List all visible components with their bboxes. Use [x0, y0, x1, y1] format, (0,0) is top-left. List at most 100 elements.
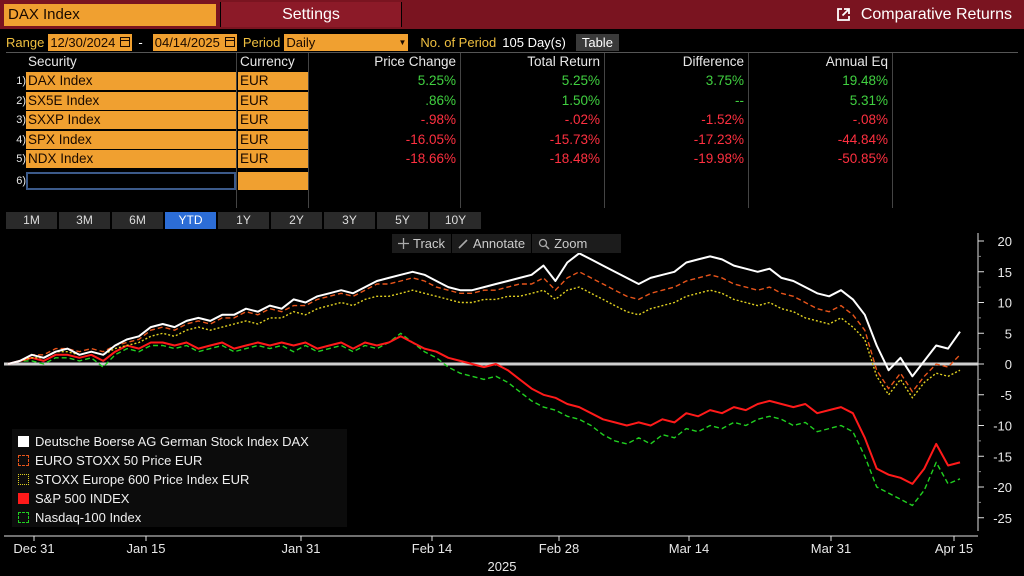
- zoom-label: Zoom: [554, 236, 588, 251]
- series-line: [7, 271, 961, 393]
- difference-value: -19.98%: [693, 151, 744, 166]
- x-tick-label: Feb 28: [539, 541, 579, 556]
- start-date-field[interactable]: 12/30/2024: [48, 33, 133, 51]
- currency-cell[interactable]: [238, 172, 308, 190]
- external-link-icon[interactable]: [836, 7, 851, 22]
- col-price-change[interactable]: Price Change: [374, 54, 456, 69]
- total-return-value: -.02%: [564, 112, 600, 127]
- tab-ytd[interactable]: YTD: [165, 212, 216, 229]
- tab-3m[interactable]: 3M: [59, 212, 110, 229]
- currency-cell[interactable]: EUR: [238, 130, 308, 149]
- legend-swatch: [18, 512, 29, 523]
- table-row[interactable]: 1) DAX Index EUR 5.25% 5.25% 3.75% 19.48%: [6, 72, 1018, 91]
- x-tick-label: Apr 15: [935, 541, 973, 556]
- price-change-value: -16.05%: [405, 131, 456, 147]
- settings-button[interactable]: Settings: [220, 2, 402, 27]
- annotate-label: Annotate: [473, 236, 526, 251]
- currency-cell[interactable]: EUR: [238, 72, 308, 90]
- col-currency[interactable]: Currency: [240, 54, 295, 69]
- calendar-icon[interactable]: [224, 37, 235, 47]
- table-row[interactable]: 3) SXXP Index EUR -.98% -.02% -1.52% -.08%: [6, 111, 1018, 130]
- legend-label: EURO STOXX 50 Price EUR: [35, 453, 203, 468]
- legend-swatch: [18, 493, 29, 504]
- title-bar: DAX Index Settings Comparative Returns: [0, 0, 1024, 29]
- x-tick-label: Feb 14: [412, 541, 452, 556]
- price-change-value: 5.25%: [417, 73, 456, 88]
- legend-item[interactable]: S&P 500 INDEX: [18, 489, 341, 508]
- num-period-label: No. of Period: [420, 34, 497, 50]
- tab-6m[interactable]: 6M: [112, 212, 163, 229]
- annual-eq-value: -.08%: [852, 112, 888, 127]
- series-line: [7, 252, 961, 378]
- start-date-value: 12/30/2024: [50, 34, 116, 50]
- tab-1y[interactable]: 1Y: [218, 212, 269, 229]
- chart-toolbar: Track Annotate Zoom: [392, 234, 621, 253]
- table-row[interactable]: 2) SX5E Index EUR .86% 1.50% -- 5.31%: [6, 91, 1018, 111]
- tab-1m[interactable]: 1M: [6, 212, 57, 229]
- window-title: Comparative Returns: [836, 2, 1012, 27]
- legend-label: Deutsche Boerse AG German Stock Index DA…: [35, 434, 309, 449]
- end-date-field[interactable]: 04/14/2025: [152, 33, 237, 51]
- currency-cell[interactable]: EUR: [238, 111, 308, 129]
- legend-label: Nasdaq-100 Index: [35, 510, 142, 525]
- annual-eq-value: -50.85%: [837, 151, 888, 166]
- security-cell[interactable]: SXXP Index: [26, 111, 236, 129]
- period-label: Period: [242, 34, 281, 50]
- y-tick-label: -15: [993, 449, 1012, 464]
- legend-swatch: [18, 474, 29, 485]
- tab-10y[interactable]: 10Y: [430, 212, 481, 229]
- table-header: Security Currency Price Change Total Ret…: [6, 53, 1018, 71]
- table-button[interactable]: Table: [575, 33, 619, 51]
- track-button[interactable]: Track: [392, 234, 451, 253]
- security-cell[interactable]: DAX Index: [26, 72, 236, 90]
- row-number: 1): [16, 75, 26, 87]
- annual-eq-value: 5.31%: [849, 92, 888, 108]
- calendar-icon[interactable]: [120, 37, 131, 47]
- page-title: Comparative Returns: [860, 6, 1012, 23]
- total-return-value: 5.25%: [561, 73, 600, 88]
- tab-5y[interactable]: 5Y: [377, 212, 428, 229]
- security-cell[interactable]: NDX Index: [26, 150, 236, 168]
- comparative-returns-chart[interactable]: 20 15 10 5 0 -5 -10 -15 -20 -25 Dec 31 Jan 15 Jan 31…: [0, 229, 1024, 576]
- table-row[interactable]: 5) NDX Index EUR -18.66% -18.48% -19.98% -50.8…: [6, 150, 1018, 169]
- legend-item[interactable]: Nasdaq-100 Index: [18, 508, 341, 527]
- security-cell[interactable]: SPX Index: [26, 130, 236, 149]
- zoom-button[interactable]: Zoom: [531, 234, 593, 253]
- row-number: 4): [16, 133, 26, 146]
- annual-eq-value: 19.48%: [842, 73, 888, 88]
- security-input[interactable]: [26, 172, 236, 190]
- controls-bar: Range 12/30/2024 - 04/14/2025 Period Dai…: [0, 31, 1024, 53]
- y-tick-label: -20: [993, 480, 1012, 495]
- legend-swatch: [18, 455, 29, 466]
- legend-item[interactable]: STOXX Europe 600 Price Index EUR: [18, 470, 341, 489]
- legend-label: S&P 500 INDEX: [35, 491, 130, 506]
- timeframe-tabs: 1M 3M 6M YTD 1Y 2Y 3Y 5Y 10Y: [6, 212, 481, 229]
- col-total-return[interactable]: Total Return: [527, 54, 600, 69]
- legend-item[interactable]: EURO STOXX 50 Price EUR: [18, 451, 341, 470]
- y-tick-label: 10: [998, 296, 1012, 311]
- annotate-button[interactable]: Annotate: [451, 234, 531, 253]
- col-difference[interactable]: Difference: [682, 54, 744, 69]
- currency-cell[interactable]: EUR: [238, 150, 308, 168]
- period-select[interactable]: Daily ▼: [284, 33, 409, 51]
- currency-cell[interactable]: EUR: [238, 91, 308, 110]
- y-tick-label: 5: [1005, 326, 1012, 341]
- num-period-value: 105 Day(s): [502, 34, 566, 50]
- total-return-value: 1.50%: [561, 92, 600, 108]
- col-security[interactable]: Security: [28, 54, 77, 69]
- legend-item[interactable]: Deutsche Boerse AG German Stock Index DA…: [18, 432, 341, 451]
- crosshair-icon: [398, 238, 409, 249]
- tab-3y[interactable]: 3Y: [324, 212, 375, 229]
- col-annual-eq[interactable]: Annual Eq: [825, 54, 888, 69]
- y-tick-label: -5: [1000, 388, 1012, 403]
- range-separator: -: [138, 34, 143, 50]
- security-cell[interactable]: SX5E Index: [26, 91, 236, 110]
- total-return-value: -15.73%: [549, 131, 600, 147]
- ticker-field[interactable]: DAX Index: [4, 4, 216, 26]
- difference-value: -1.52%: [701, 112, 744, 127]
- tab-2y[interactable]: 2Y: [271, 212, 322, 229]
- total-return-value: -18.48%: [549, 151, 600, 166]
- x-tick-label: Dec 31: [13, 541, 54, 556]
- legend-label: STOXX Europe 600 Price Index EUR: [35, 472, 250, 487]
- table-row[interactable]: 4) SPX Index EUR -16.05% -15.73% -17.23% -44.8…: [6, 130, 1018, 150]
